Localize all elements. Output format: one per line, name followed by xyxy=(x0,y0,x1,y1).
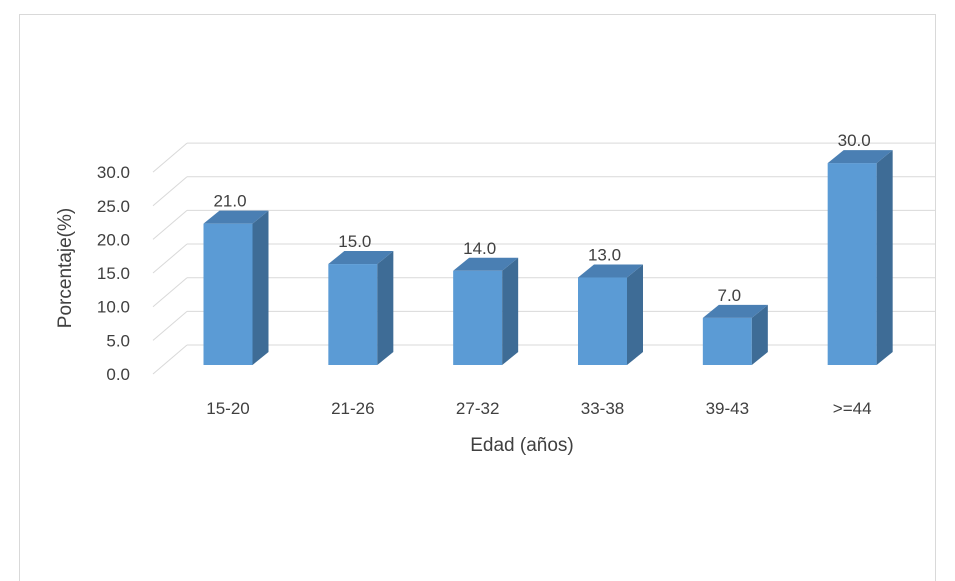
gridline-side xyxy=(152,310,188,341)
bar-top xyxy=(578,264,643,278)
bar-side xyxy=(876,150,893,365)
bar-top xyxy=(203,210,269,224)
bar-side xyxy=(252,210,269,365)
data-label: 15.0 xyxy=(338,232,371,251)
bar xyxy=(203,210,269,365)
y-tick-label: 20.0 xyxy=(97,230,130,249)
x-tick-label: 33-38 xyxy=(581,399,624,418)
bar-front xyxy=(328,264,378,365)
y-axis-ticks: 0.0 5.0 10.0 15.0 20.0 25.0 30.0 xyxy=(97,163,130,384)
bar-side xyxy=(627,264,643,365)
gridline-side xyxy=(152,210,188,240)
data-label: 13.0 xyxy=(588,246,621,265)
bar-side xyxy=(377,251,394,365)
bar-top xyxy=(702,304,768,318)
bar-front xyxy=(453,270,503,365)
y-tick-label: 15.0 xyxy=(97,264,130,283)
bar-front xyxy=(578,277,627,365)
bar xyxy=(827,150,893,365)
gridlines xyxy=(152,142,936,375)
y-tick-label: 30.0 xyxy=(97,163,130,182)
x-tick-label: 21-26 xyxy=(331,399,374,418)
gridline-side xyxy=(152,142,188,173)
gridline-side xyxy=(152,344,188,375)
bar xyxy=(578,264,643,365)
data-label: 30.0 xyxy=(838,131,871,150)
data-label: 14.0 xyxy=(463,239,496,258)
bar-top xyxy=(328,251,394,265)
bar-side xyxy=(751,304,768,365)
bar xyxy=(328,251,394,365)
y-tick-label: 10.0 xyxy=(97,298,130,317)
bar-front xyxy=(702,317,752,365)
gridline-side xyxy=(152,176,188,207)
bar-top xyxy=(453,257,519,271)
gridline-side xyxy=(152,243,188,274)
y-tick-label: 5.0 xyxy=(106,331,130,350)
data-label: 7.0 xyxy=(718,286,742,305)
x-tick-label: 15-20 xyxy=(206,399,249,418)
data-label: 21.0 xyxy=(213,192,246,211)
x-tick-label: 27-32 xyxy=(456,399,499,418)
gridline-side xyxy=(152,277,188,308)
bar xyxy=(453,257,519,365)
y-tick-label: 25.0 xyxy=(97,197,130,216)
y-axis-title: Porcentaje(%) xyxy=(55,208,76,328)
bar-front xyxy=(203,223,253,365)
y-tick-label: 0.0 xyxy=(106,365,130,384)
x-tick-label: 39-43 xyxy=(706,399,749,418)
x-axis-ticks: 15-20 21-26 27-32 33-38 39-43 >=44 xyxy=(206,399,871,418)
bar-front xyxy=(827,163,877,365)
x-axis-title: Edad (años) xyxy=(470,435,574,456)
bar-side xyxy=(502,257,519,365)
x-tick-label: >=44 xyxy=(833,399,872,418)
bar-top xyxy=(827,150,893,164)
bars xyxy=(203,150,893,365)
bar xyxy=(702,304,768,365)
data-labels: 21.0 15.0 14.0 13.0 7.0 30.0 xyxy=(213,131,870,305)
